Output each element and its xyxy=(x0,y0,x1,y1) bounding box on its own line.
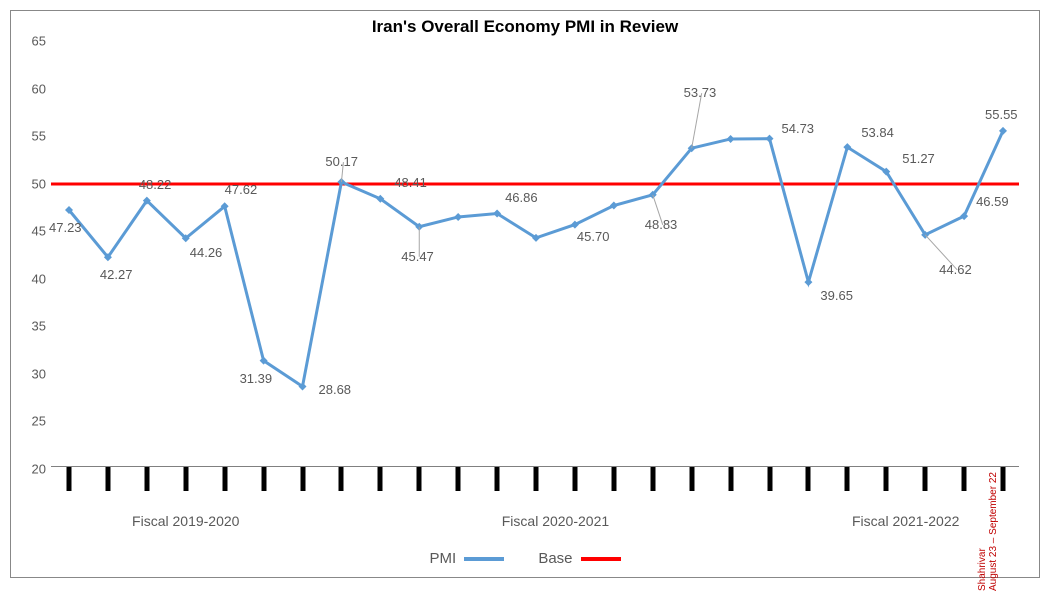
y-axis-tick: 50 xyxy=(21,176,46,191)
y-axis-tick: 25 xyxy=(21,414,46,429)
leader-line xyxy=(692,93,702,148)
data-label: 47.23 xyxy=(49,220,82,235)
x-axis-tick xyxy=(845,467,850,491)
x-axis-tick xyxy=(67,467,72,491)
x-axis-tick xyxy=(689,467,694,491)
data-label: 31.39 xyxy=(240,371,273,386)
x-axis-tick xyxy=(767,467,772,491)
y-axis-tick: 45 xyxy=(21,224,46,239)
data-label: 42.27 xyxy=(100,267,133,282)
fiscal-group-label: Fiscal 2020-2021 xyxy=(502,513,609,529)
x-axis-tick xyxy=(417,467,422,491)
legend-swatch-pmi xyxy=(464,557,504,561)
data-label: 55.55 xyxy=(985,107,1018,122)
x-axis-tick xyxy=(962,467,967,491)
data-label: 45.70 xyxy=(577,229,610,244)
data-label: 51.27 xyxy=(902,151,935,166)
data-label: 45.47 xyxy=(401,249,434,264)
data-label: 53.84 xyxy=(861,125,894,140)
x-axis-tick xyxy=(728,467,733,491)
legend-label-base: Base xyxy=(538,550,572,567)
data-label: 53.73 xyxy=(684,85,717,100)
data-label: 39.65 xyxy=(820,288,853,303)
x-axis-tick xyxy=(378,467,383,491)
data-label: 54.73 xyxy=(782,121,815,136)
data-marker xyxy=(804,278,812,286)
y-axis-tick: 40 xyxy=(21,271,46,286)
data-label: 48.41 xyxy=(394,175,427,190)
y-axis-tick: 35 xyxy=(21,319,46,334)
y-axis-tick: 60 xyxy=(21,81,46,96)
x-axis-tick xyxy=(495,467,500,491)
plot-area: 2025303540455055606547.2342.2748.2244.26… xyxy=(51,41,1019,467)
legend-item-pmi: PMI xyxy=(429,550,504,567)
x-axis-tick xyxy=(884,467,889,491)
data-marker xyxy=(766,135,774,143)
last-point-label: ShahrivarAugust 23 – September 22 xyxy=(977,472,999,591)
x-axis-tick xyxy=(300,467,305,491)
chart-container: Iran's Overall Economy PMI in Review 20 2… xyxy=(10,10,1040,578)
x-axis-tick xyxy=(456,467,461,491)
fiscal-group-label: Fiscal 2019-2020 xyxy=(132,513,239,529)
x-axis-tick xyxy=(222,467,227,491)
x-axis-tick xyxy=(1001,467,1006,491)
y-axis-tick: 55 xyxy=(21,129,46,144)
data-label: 44.62 xyxy=(939,262,972,277)
data-label: 28.68 xyxy=(319,382,352,397)
fiscal-group-label: Fiscal 2021-2022 xyxy=(852,513,959,529)
data-label: 47.62 xyxy=(225,182,258,197)
x-axis-tick xyxy=(806,467,811,491)
data-marker xyxy=(727,135,735,143)
legend-item-base: Base xyxy=(538,550,620,567)
legend: PMI Base xyxy=(11,550,1039,567)
y-axis-tick: 65 xyxy=(21,34,46,49)
data-label: 50.17 xyxy=(325,154,358,169)
data-marker xyxy=(454,213,462,221)
x-axis-tick xyxy=(144,467,149,491)
data-label: 46.59 xyxy=(976,194,1009,209)
x-axis-tick xyxy=(261,467,266,491)
x-axis-tick xyxy=(650,467,655,491)
y-axis-tick: 30 xyxy=(21,366,46,381)
legend-label-pmi: PMI xyxy=(429,550,456,567)
x-axis-tick xyxy=(572,467,577,491)
x-axis-tick xyxy=(534,467,539,491)
legend-swatch-base xyxy=(581,557,621,561)
x-axis-tick xyxy=(105,467,110,491)
x-axis-tick xyxy=(339,467,344,491)
chart-title: Iran's Overall Economy PMI in Review xyxy=(11,17,1039,37)
y-axis-tick: 20 xyxy=(21,462,46,477)
data-label: 48.83 xyxy=(645,217,678,232)
data-label: 44.26 xyxy=(190,245,223,260)
data-label: 48.22 xyxy=(139,177,172,192)
data-label: 46.86 xyxy=(505,190,538,205)
x-axis-tick xyxy=(183,467,188,491)
x-axis-tick xyxy=(923,467,928,491)
x-axis-tick xyxy=(611,467,616,491)
